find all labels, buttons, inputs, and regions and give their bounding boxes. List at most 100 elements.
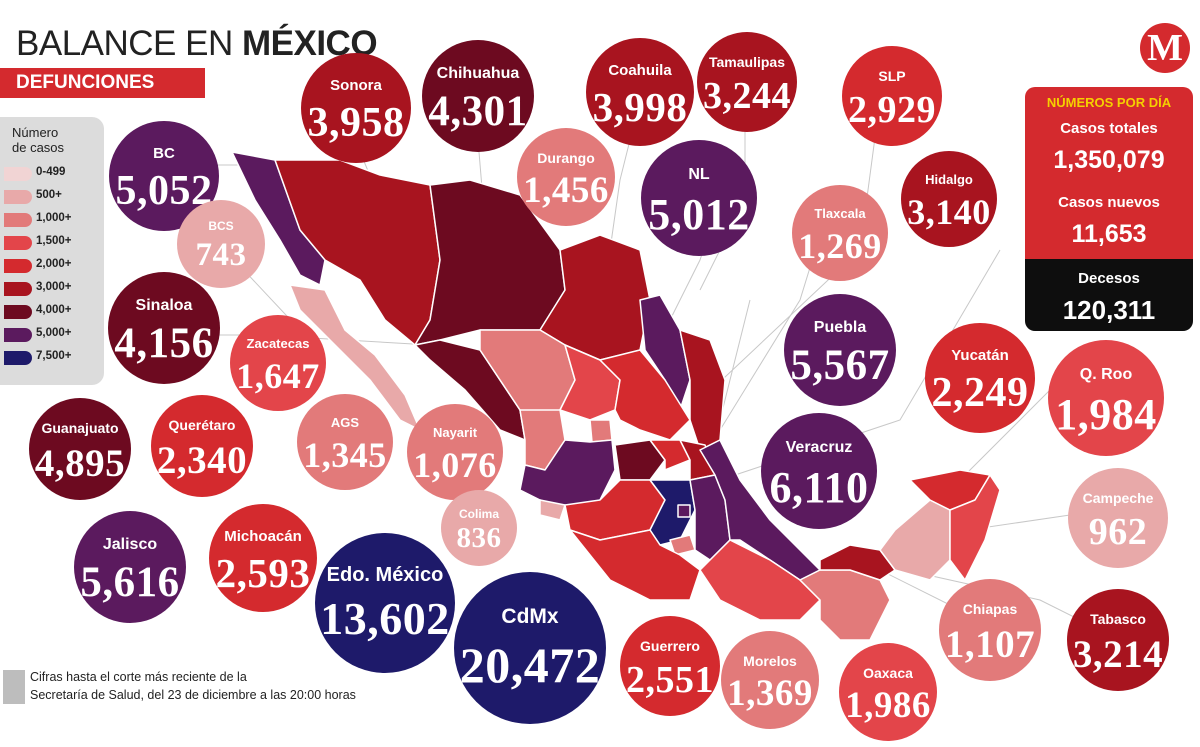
state-name: Sonora	[330, 77, 382, 94]
legend-swatch	[4, 190, 32, 204]
state-value: 2,249	[931, 370, 1029, 416]
state-value: 5,567	[790, 342, 890, 389]
footnote: Cifras hasta el corte más reciente de la…	[30, 668, 356, 704]
state-bubble-edo-m-xico: Edo. México 13,602	[315, 533, 455, 673]
state-name: Sinaloa	[135, 297, 193, 314]
state-name: Q. Roo	[1079, 366, 1133, 383]
state-bubble-guerrero: Guerrero 2,551	[620, 616, 720, 716]
state-bubble-jalisco: Jalisco 5,616	[74, 511, 186, 623]
legend-label: 500+	[36, 189, 62, 201]
state-value: 1,076	[413, 445, 497, 485]
daily-stats-panel: NÚMEROS POR DÍA Casos totales 1,350,079 …	[1025, 87, 1193, 331]
state-bubble-michoac-n: Michoacán 2,593	[209, 504, 317, 612]
state-bubble-puebla: Puebla 5,567	[784, 294, 896, 406]
state-value: 2,593	[215, 550, 311, 596]
legend-item: 1,500+	[4, 233, 100, 253]
state-bubble-chiapas: Chiapas 1,107	[939, 579, 1041, 681]
state-name: Zacatecas	[246, 336, 310, 351]
state-bubble-hidalgo: Hidalgo 3,140	[901, 151, 997, 247]
state-name: Tlaxcala	[814, 206, 866, 221]
states-shapes	[231, 151, 1001, 641]
state-value: 3,214	[1072, 633, 1164, 676]
state-bubble-sonora: Sonora 3,958	[301, 53, 411, 163]
state-name: Coahuila	[608, 62, 672, 79]
state-bubble-cdmx: CdMx 20,472	[454, 572, 606, 724]
state-name: Puebla	[813, 319, 867, 336]
new-cases-value: 11,653	[1071, 220, 1147, 248]
state-value: 2,340	[156, 439, 248, 482]
state-bubble-veracruz: Veracruz 6,110	[761, 413, 877, 529]
state-bubble-q-roo: Q. Roo 1,984	[1048, 340, 1164, 456]
legend-label: 7,500+	[36, 350, 72, 362]
legend-item: 5,000+	[4, 325, 100, 345]
state-name: BCS	[208, 219, 234, 233]
state-bubble-tamaulipas: Tamaulipas 3,244	[697, 32, 797, 132]
state-value: 3,958	[307, 100, 405, 146]
legend-title-line1: Número	[12, 125, 59, 140]
legend-item: 7,500+	[4, 348, 100, 368]
stats-black-block	[1025, 259, 1193, 331]
state-name: Querétaro	[168, 417, 236, 433]
state-name: SLP	[878, 68, 906, 84]
legend-label: 5,000+	[36, 327, 72, 339]
legend-title-line2: de casos	[12, 140, 65, 155]
state-bubble-coahuila: Coahuila 3,998	[586, 38, 694, 146]
state-value: 6,110	[769, 463, 869, 512]
state-name: Guanajuato	[41, 420, 119, 436]
state-name: Guerrero	[640, 638, 700, 654]
state-name: Nayarit	[432, 425, 478, 440]
stats-red-block	[1025, 87, 1193, 259]
state-name: Hidalgo	[925, 172, 973, 187]
state-value: 743	[195, 237, 247, 273]
legend-label: 1,000+	[36, 212, 72, 224]
footnote-marker	[3, 670, 25, 704]
state-bubble-bcs: BCS 743	[177, 200, 265, 288]
legend-label: 1,500+	[36, 235, 72, 247]
state-name: Jalisco	[102, 536, 158, 553]
state-bubble-zacatecas: Zacatecas 1,647	[230, 315, 326, 411]
legend-swatch	[4, 259, 32, 273]
new-cases-label: Casos nuevos	[1058, 194, 1160, 211]
deaths-label: Decesos	[1078, 270, 1140, 287]
state-value: 5,012	[648, 190, 750, 239]
legend-swatch	[4, 236, 32, 250]
state-value: 3,998	[592, 84, 688, 130]
state-name: Chihuahua	[436, 65, 520, 82]
state-name: AGS	[330, 415, 360, 430]
legend-item: 2,000+	[4, 256, 100, 276]
state-bubble-durango: Durango 1,456	[517, 128, 615, 226]
state-name: Oaxaca	[863, 665, 913, 681]
state-bubble-guanajuato: Guanajuato 4,895	[29, 398, 131, 500]
legend-swatch	[4, 213, 32, 227]
state-value: 1,345	[303, 435, 387, 475]
legend-swatch	[4, 167, 32, 181]
subtitle-banner: DEFUNCIONES	[0, 68, 205, 98]
legend-item: 0-499	[4, 164, 100, 184]
state-bubble-nayarit: Nayarit 1,076	[407, 404, 503, 500]
state-value: 5,616	[80, 559, 180, 606]
state-bubble-nl: NL 5,012	[641, 140, 757, 256]
state-bubble-slp: SLP 2,929	[842, 46, 942, 146]
state-value: 4,156	[114, 320, 214, 367]
footnote-line2: Secretaría de Salud, del 23 de diciembre…	[30, 688, 356, 702]
state-name: Edo. México	[326, 564, 444, 586]
footnote-line1: Cifras hasta el corte más reciente de la	[30, 670, 247, 684]
state-value: 4,301	[428, 88, 528, 135]
state-value: 3,140	[907, 192, 991, 232]
state-value: 2,929	[848, 89, 936, 131]
total-cases-label: Casos totales	[1060, 120, 1158, 137]
state-name: Yucatán	[951, 347, 1009, 364]
legend-swatch	[4, 328, 32, 342]
state-name: Colima	[458, 507, 499, 521]
state-value: 1,369	[727, 673, 813, 714]
state-value: 13,602	[320, 593, 450, 644]
legend-swatch	[4, 305, 32, 319]
legend: Número de casos 0-499 500+ 1,000+ 1,500+ 2,00…	[0, 117, 104, 385]
state-bubble-tlaxcala: Tlaxcala 1,269	[792, 185, 888, 281]
legend-item: 3,000+	[4, 279, 100, 299]
state-value: 4,895	[34, 442, 126, 485]
legend-title: Número de casos	[12, 125, 64, 155]
state-value: 1,107	[944, 623, 1036, 666]
legend-label: 2,000+	[36, 258, 72, 270]
